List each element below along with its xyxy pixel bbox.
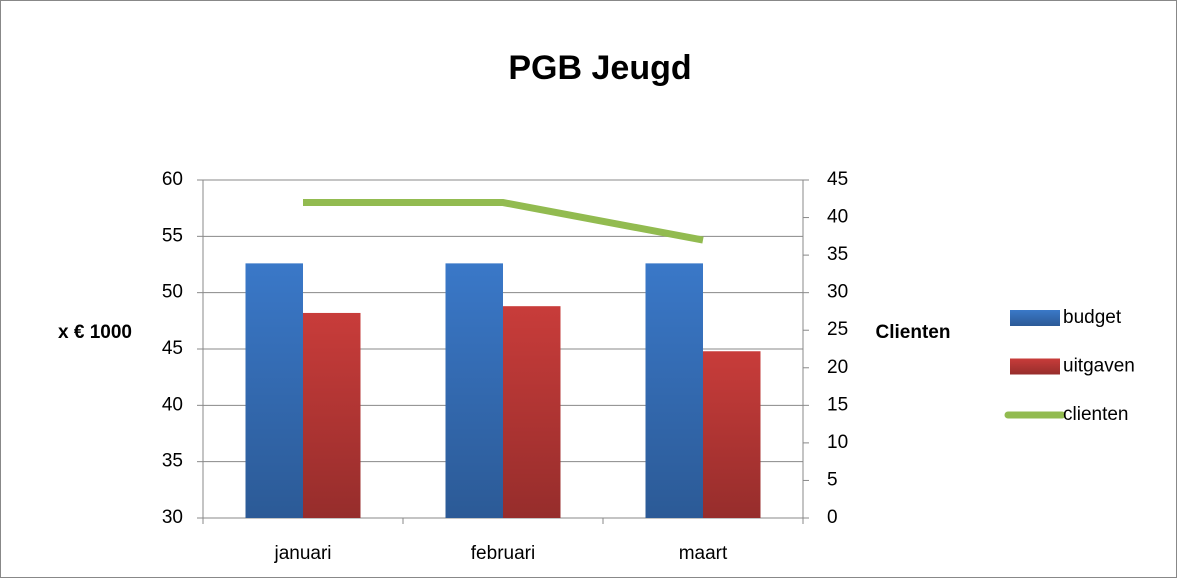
x-tick-label: januari: [273, 543, 331, 564]
y-tick-label: 40: [162, 394, 183, 415]
bar-shade: [303, 312, 361, 518]
line: [303, 199, 704, 244]
bar-shade: [503, 306, 561, 518]
y-tick-label: 60: [162, 169, 183, 190]
x-tick-label: maart: [679, 543, 728, 564]
y2-tick-label: 5: [827, 469, 838, 490]
y2-tick-label: 15: [827, 394, 848, 415]
y2-tick-label: 0: [827, 507, 838, 528]
y2-tick-label: 45: [827, 169, 848, 190]
y-tick-label: 35: [162, 451, 183, 472]
y-tick-label: 50: [162, 282, 183, 303]
legend-label: budget: [1063, 307, 1122, 328]
y2-tick-label: 40: [827, 207, 848, 228]
bar-shade: [245, 263, 303, 518]
legend-swatch-shade: [1010, 310, 1060, 326]
y2-tick-label: 10: [827, 432, 848, 453]
legend-swatch-shade: [1010, 358, 1060, 375]
y2-axis-label: Clienten: [876, 322, 951, 343]
x-tick-label: februari: [471, 543, 535, 564]
y-tick-label: 55: [162, 225, 183, 246]
y-axis-label: x € 1000: [58, 322, 132, 343]
y2-tick-label: 30: [827, 282, 848, 303]
bar-shade: [645, 263, 703, 518]
y2-tick-label: 35: [827, 244, 848, 265]
y-tick-label: 45: [162, 338, 183, 359]
legend-label: uitgaven: [1063, 356, 1135, 377]
bar-shade: [445, 263, 503, 518]
legend-label: clienten: [1063, 404, 1129, 425]
chart-title: PGB Jeugd: [508, 49, 691, 87]
y2-tick-label: 25: [827, 319, 848, 340]
y2-tick-label: 20: [827, 357, 848, 378]
bar-shade: [703, 351, 761, 518]
y-tick-label: 30: [162, 507, 183, 528]
